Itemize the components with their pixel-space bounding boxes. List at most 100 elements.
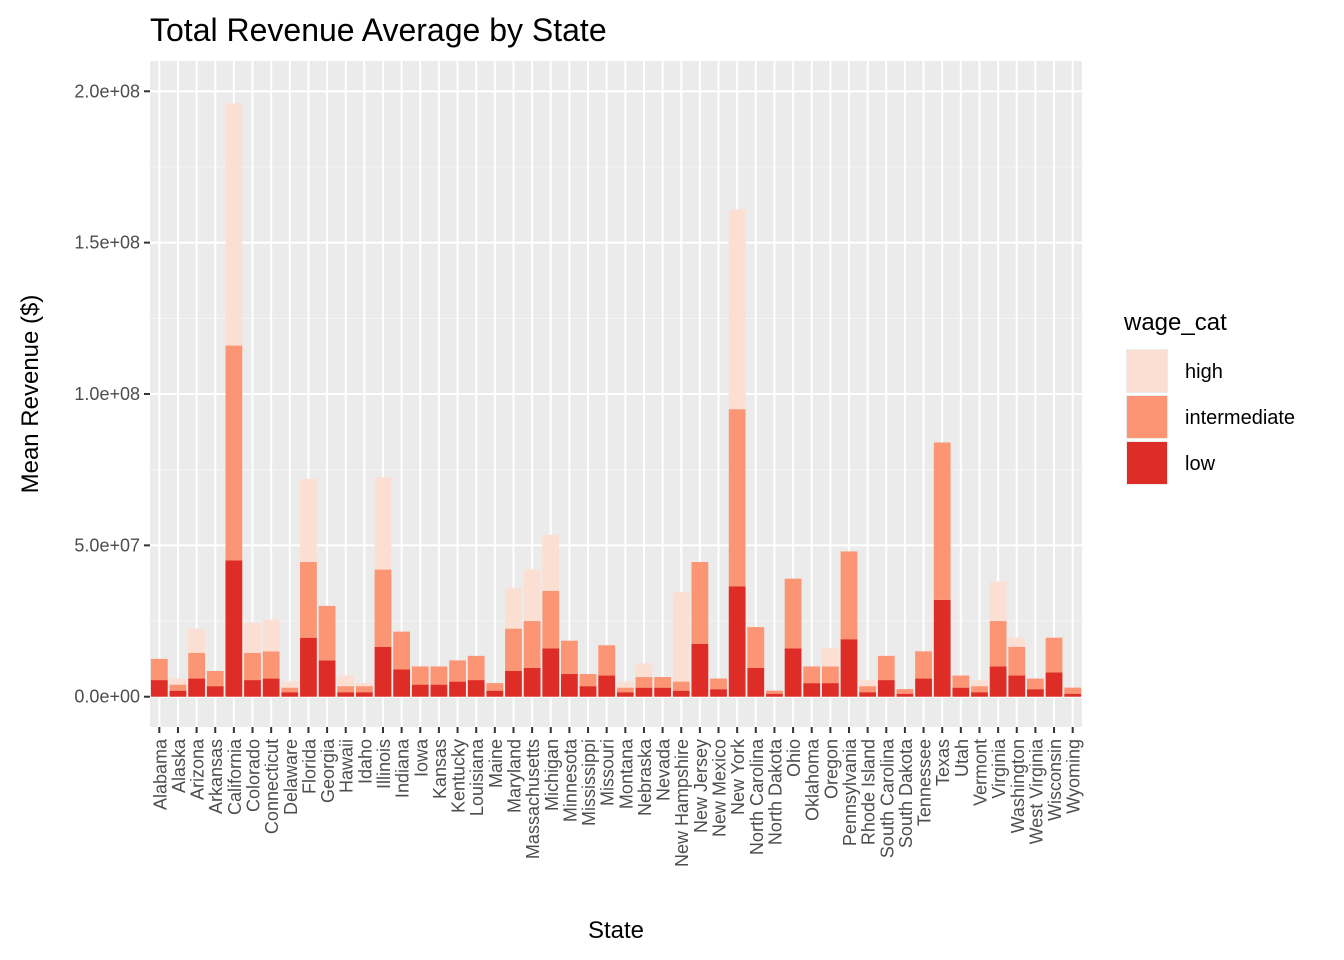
x-tick-label: Louisiana: [467, 738, 487, 816]
bar-low: [505, 670, 522, 697]
x-tick-label: Maryland: [504, 739, 524, 813]
bar-low: [747, 667, 765, 697]
bar-low: [169, 690, 187, 697]
bar-low: [579, 686, 597, 697]
bar-low: [952, 687, 970, 697]
bar-low: [542, 648, 560, 697]
x-tick-label: California: [225, 738, 245, 815]
bar-low: [337, 692, 355, 697]
x-tick-label: Washington: [1008, 739, 1028, 833]
bar-high: [672, 592, 690, 682]
x-tick-label: Nevada: [654, 738, 674, 801]
bar-intermediate: [859, 686, 877, 693]
bar-intermediate: [561, 640, 578, 675]
x-tick-label: Massachusetts: [523, 739, 543, 859]
x-tick-label: North Dakota: [765, 738, 785, 845]
bar-low: [766, 693, 783, 697]
bar-high: [225, 103, 243, 346]
bar-intermediate: [150, 658, 168, 681]
x-tick-label: Utah: [952, 739, 972, 777]
x-tick-label: Wisconsin: [1045, 739, 1065, 821]
x-tick-label: Maine: [486, 739, 506, 788]
bar-intermediate: [206, 670, 224, 687]
bar-low: [1064, 693, 1082, 697]
bar-low: [393, 669, 411, 697]
bar-intermediate: [393, 631, 411, 670]
bar-intermediate: [1027, 678, 1044, 690]
bar-intermediate: [915, 651, 932, 679]
bar-intermediate: [169, 684, 187, 691]
bar-low: [672, 690, 690, 697]
bar-intermediate: [654, 677, 671, 688]
x-tick-label: Florida: [299, 738, 319, 794]
bar-low: [281, 692, 299, 697]
bar-low: [225, 560, 243, 697]
x-tick-label: Texas: [933, 739, 953, 786]
bar-intermediate: [262, 651, 280, 679]
y-tick-label: 0.0e+00: [74, 687, 140, 707]
bar-low: [300, 637, 317, 697]
x-tick-label: Idaho: [355, 739, 375, 784]
x-tick-label: New York: [728, 738, 748, 815]
x-tick-label: Connecticut: [262, 739, 282, 834]
bar-high: [635, 663, 653, 678]
bar-low: [635, 687, 653, 697]
bar-intermediate: [244, 652, 261, 681]
bar-low: [355, 692, 373, 697]
bar-low: [877, 680, 895, 697]
bar-intermediate: [430, 666, 448, 685]
bar-intermediate: [467, 655, 485, 681]
x-tick-label: Arkansas: [206, 739, 226, 814]
bar-low: [262, 678, 280, 697]
bar-low: [915, 678, 932, 697]
y-tick-label: 2.0e+08: [74, 81, 140, 101]
x-tick-label: Nebraska: [635, 738, 655, 816]
bar-low: [150, 680, 168, 697]
x-tick-label: Montana: [616, 738, 636, 809]
bar-intermediate: [337, 686, 355, 693]
bar-intermediate: [449, 660, 466, 682]
x-tick-label: Missouri: [598, 739, 618, 806]
x-tick-label: Kansas: [430, 739, 450, 799]
x-tick-label: Tennessee: [915, 739, 935, 826]
x-tick-label: Minnesota: [560, 738, 580, 822]
x-tick-label: Virginia: [989, 738, 1009, 799]
x-tick-label: Oklahoma: [803, 738, 823, 821]
bar-intermediate: [579, 674, 597, 687]
bar-low: [616, 692, 634, 697]
x-tick-label: Oregon: [821, 739, 841, 799]
x-tick-label: Michigan: [542, 739, 562, 811]
y-tick-label: 1.0e+08: [74, 384, 140, 404]
x-tick-label: Alabama: [150, 738, 170, 810]
bar-intermediate: [896, 689, 914, 694]
x-tick-label: South Carolina: [877, 738, 897, 858]
bar-intermediate: [971, 686, 988, 693]
bars-layer: [150, 103, 1082, 697]
bar-high: [616, 681, 634, 688]
bar-low: [784, 648, 802, 697]
bar-low: [374, 646, 392, 697]
y-tick-label: 5.0e+07: [74, 535, 140, 555]
bar-intermediate: [225, 345, 243, 561]
x-tick-label: Alaska: [169, 738, 189, 793]
bar-low: [188, 678, 205, 697]
x-tick-label: Colorado: [244, 739, 264, 812]
x-tick-label: Pennsylvania: [840, 738, 860, 846]
bar-intermediate: [710, 678, 727, 690]
y-tick-label: 1.5e+08: [74, 233, 140, 253]
bar-intermediate: [672, 681, 690, 691]
legend-label-low: low: [1185, 453, 1216, 475]
bar-intermediate: [523, 621, 541, 668]
bar-high: [169, 678, 187, 685]
bar-high: [971, 680, 988, 687]
legend-label-intermediate: intermediate: [1185, 407, 1295, 429]
bar-low: [821, 683, 839, 697]
bar-low: [244, 680, 261, 697]
x-axis: AlabamaAlaskaArizonaArkansasCaliforniaCo…: [150, 727, 1084, 867]
bar-high: [505, 587, 522, 629]
legend-key-intermediate: [1127, 396, 1167, 438]
bar-intermediate: [318, 605, 336, 661]
bar-low: [728, 586, 746, 697]
